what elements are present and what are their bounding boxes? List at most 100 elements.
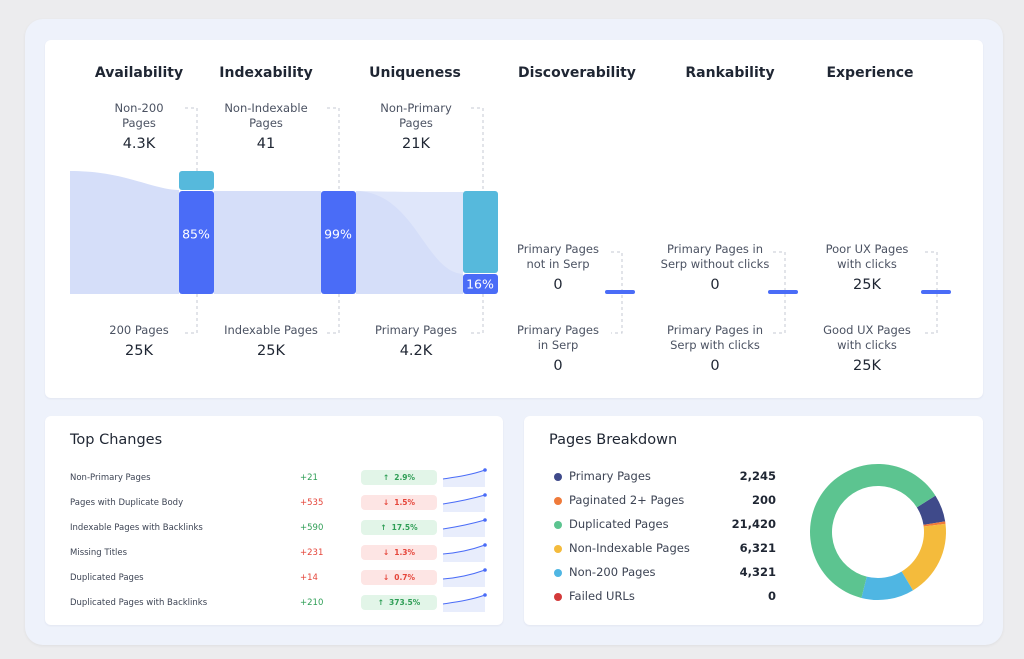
connector-availability-bottom (185, 294, 198, 334)
column-title-rankability: Rankability (685, 65, 775, 81)
label-non200-pages: Non-200 Pages (114, 101, 164, 130)
funnel-chart (70, 107, 951, 334)
table-row[interactable]: Indexable Pages with Backlinks +590 ↑ 17.5% (45, 517, 503, 542)
connector-uniqueness-top (471, 107, 484, 190)
table-row[interactable]: Non-Primary Pages +21 ↑ 2.9% (45, 467, 503, 492)
arrow-down-icon: ↓ (382, 573, 390, 582)
sparkline-area (443, 495, 485, 512)
flow-uniqueness-primary (356, 191, 463, 294)
table-row[interactable]: Duplicated Pages with Backlinks +210 ↑ 373.… (45, 592, 503, 617)
breakdown-name: Non-200 Pages (569, 565, 656, 579)
change-delta: +535 (300, 498, 324, 508)
change-delta: +14 (300, 573, 318, 583)
pct-availability: 85% (182, 226, 210, 242)
value-non200-pages: 4.3K (122, 136, 156, 152)
change-badge: ↓ 0.7% (361, 570, 437, 585)
value-good-ux-pages: 25K (853, 358, 881, 374)
donut-slice[interactable] (901, 523, 946, 591)
label-indexable-pages: Indexable Pages (224, 323, 318, 337)
sparkline-dot (483, 518, 487, 522)
pages-breakdown-title: Pages Breakdown (549, 432, 678, 448)
change-badge: ↑ 2.9% (361, 470, 437, 485)
arrow-up-icon: ↑ (382, 473, 390, 482)
bar-indexability (321, 191, 356, 294)
label-not-in-serp: Primary Pages not in Serp (517, 242, 599, 271)
breakdown-value: 2,245 (739, 469, 776, 483)
list-item[interactable]: Paginated 2+ Pages 200 (554, 490, 776, 512)
connector-rankability (773, 251, 786, 334)
pct-indexability: 99% (324, 226, 352, 242)
column-title-experience: Experience (826, 65, 914, 81)
change-delta: +231 (300, 548, 324, 558)
change-percent: 0.7% (394, 573, 416, 582)
donut-slice[interactable] (923, 521, 946, 527)
legend-dot-icon (554, 545, 562, 553)
donut-slice[interactable] (861, 571, 913, 600)
top-changes-card: Top Changes Non-Primary Pages +21 ↑ 2.9% Pag… (45, 416, 503, 625)
bar-availability-200 (179, 191, 214, 294)
list-item[interactable]: Primary Pages 2,245 (554, 466, 776, 488)
label-primary-pages: Primary Pages (375, 323, 457, 337)
marker-experience (921, 290, 951, 294)
change-name: Non-Primary Pages (70, 473, 151, 483)
change-percent: 1.3% (394, 548, 416, 557)
column-title-uniqueness: Uniqueness (369, 65, 461, 81)
sparkline-line (442, 519, 486, 530)
breakdown-value: 200 (751, 493, 776, 507)
value-primary-pages: 4.2K (399, 343, 433, 359)
donut-slice[interactable] (916, 495, 946, 525)
sparkline-line (442, 594, 486, 605)
breakdown-value: 6,321 (739, 541, 776, 555)
label-good-ux-pages: Good UX Pages with clicks (823, 323, 911, 352)
change-badge: ↓ 1.5% (361, 495, 437, 510)
value-poor-ux-pages: 25K (853, 277, 881, 293)
label-serp-with-clicks: Primary Pages in Serp with clicks (666, 323, 764, 352)
column-title-indexability: Indexability (219, 65, 313, 81)
breakdown-name: Primary Pages (569, 469, 651, 483)
table-row[interactable]: Pages with Duplicate Body +535 ↓ 1.5% (45, 492, 503, 517)
legend-dot-icon (554, 521, 562, 529)
value-serp-without-clicks: 0 (710, 277, 720, 293)
change-delta: +590 (300, 523, 324, 533)
label-in-serp: Primary Pages in Serp (517, 323, 599, 352)
change-percent: 1.5% (394, 498, 416, 507)
table-row[interactable]: Duplicated Pages +14 ↓ 0.7% (45, 567, 503, 592)
sparkline-line (442, 494, 486, 505)
change-delta: +21 (300, 473, 318, 483)
sparkline-area (443, 520, 485, 537)
connector-uniqueness-bottom (471, 294, 484, 334)
label-poor-ux-pages: Poor UX Pages with clicks (825, 242, 909, 271)
sparkline-line (442, 469, 486, 480)
list-item[interactable]: Duplicated Pages 21,420 (554, 514, 776, 536)
table-row[interactable]: Missing Titles +231 ↓ 1.3% (45, 542, 503, 567)
connector-discoverability (611, 251, 623, 334)
change-delta: +210 (300, 598, 324, 608)
pages-breakdown-donut (810, 464, 946, 600)
list-item[interactable]: Failed URLs 0 (554, 586, 776, 608)
sparkline (442, 518, 487, 537)
list-item[interactable]: Non-200 Pages 4,321 (554, 562, 776, 584)
change-percent: 373.5% (389, 598, 421, 607)
breakdown-name: Failed URLs (569, 589, 635, 603)
sparkline-area (443, 470, 485, 487)
legend-dot-icon (554, 497, 562, 505)
flow-availability (70, 171, 179, 294)
sparkline-area (443, 595, 485, 612)
value-non-indexable-pages: 41 (256, 136, 276, 152)
sparkline-dot (483, 493, 487, 497)
change-name: Pages with Duplicate Body (70, 498, 184, 508)
change-badge: ↑ 17.5% (361, 520, 437, 535)
arrow-up-icon: ↑ (380, 523, 387, 532)
value-serp-with-clicks: 0 (710, 358, 720, 374)
sparkline (442, 593, 487, 612)
change-name: Missing Titles (70, 548, 128, 558)
sparkline-line (442, 569, 486, 580)
pct-uniqueness: 16% (466, 276, 494, 292)
value-not-in-serp: 0 (553, 277, 563, 293)
donut-slice[interactable] (810, 464, 936, 598)
funnel-card: Availability Indexability Uniqueness Dis… (45, 40, 983, 398)
connector-indexability-top (327, 107, 340, 190)
breakdown-value: 4,321 (739, 565, 776, 579)
sparkline-area (443, 545, 485, 562)
list-item[interactable]: Non-Indexable Pages 6,321 (554, 538, 776, 560)
